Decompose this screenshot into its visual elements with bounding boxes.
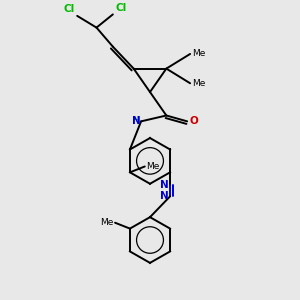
Text: N: N [132,116,141,126]
Text: Cl: Cl [115,3,127,13]
Text: N: N [160,180,169,190]
Text: N: N [160,191,169,201]
Text: Me: Me [193,79,206,88]
Text: Cl: Cl [64,4,75,14]
Text: H: H [132,116,140,126]
Text: O: O [190,116,198,126]
Text: Me: Me [146,162,160,171]
Text: Me: Me [193,50,206,58]
Text: Me: Me [100,218,114,227]
